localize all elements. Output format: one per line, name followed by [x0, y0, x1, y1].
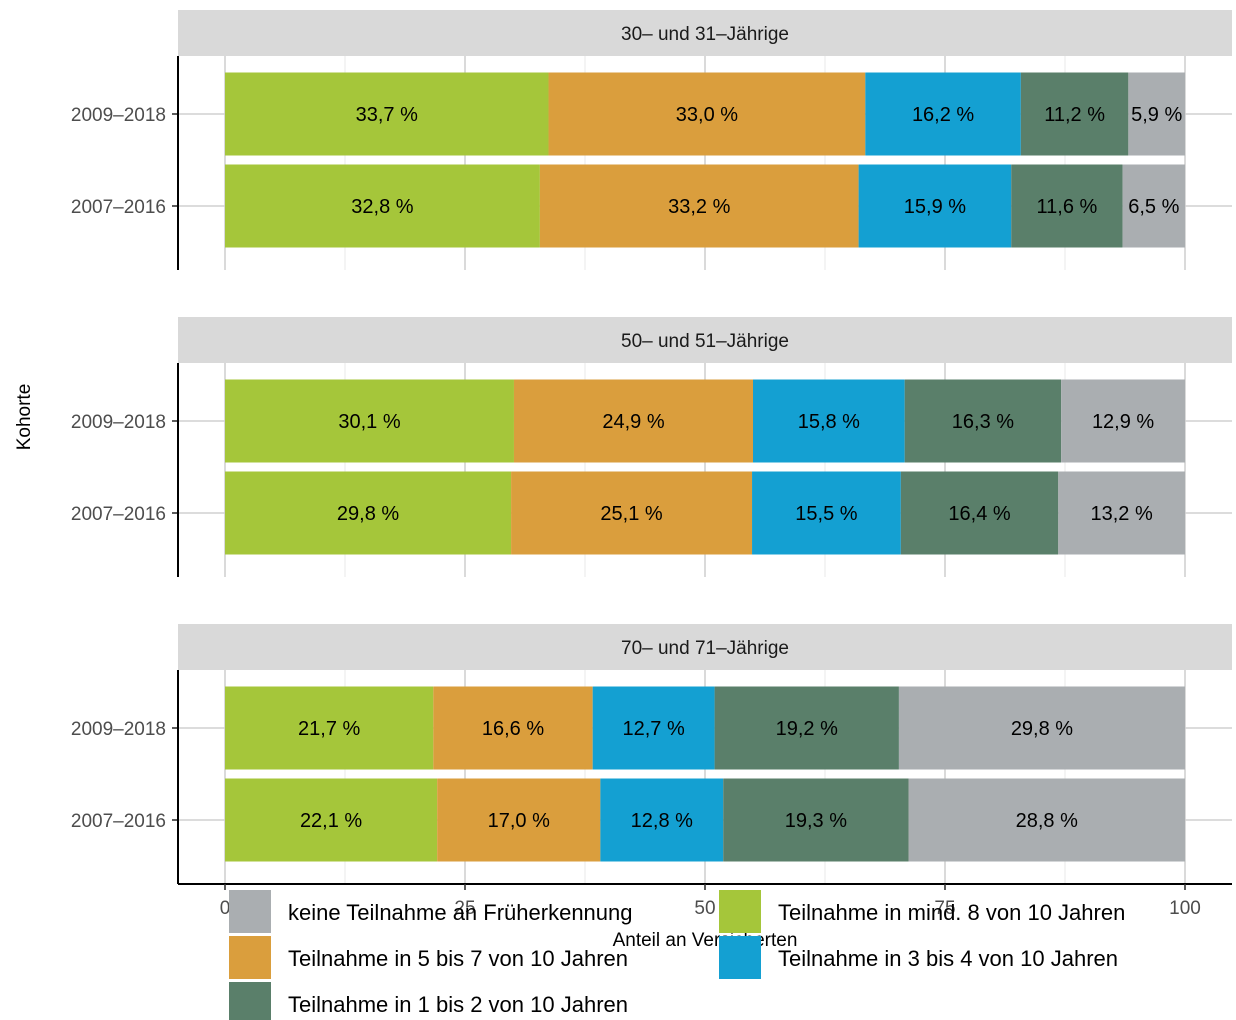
data-label: 19,3 % [785, 810, 847, 832]
data-label: 13,2 % [1091, 503, 1153, 525]
legend-key [229, 982, 271, 1020]
data-label: 32,8 % [351, 196, 413, 218]
data-label: 5,9 % [1131, 104, 1182, 126]
data-label: 16,2 % [912, 104, 974, 126]
data-label: 33,7 % [356, 104, 418, 126]
data-label: 16,4 % [948, 503, 1010, 525]
bar-segment [865, 72, 1021, 156]
legend-key [229, 936, 271, 979]
data-label: 33,2 % [668, 196, 730, 218]
data-label: 12,9 % [1092, 411, 1154, 433]
data-label: 21,7 % [298, 718, 360, 740]
bar-segment [1061, 379, 1185, 463]
bar-segment [592, 686, 715, 770]
data-label: 15,5 % [795, 503, 857, 525]
data-label: 12,8 % [631, 810, 693, 832]
data-label: 29,8 % [337, 503, 399, 525]
bar-segment [1122, 164, 1185, 248]
bar-segment [858, 164, 1012, 248]
x-tick-label: 75 [934, 898, 955, 919]
data-label: 11,6 % [1037, 196, 1098, 218]
bar-segment [1020, 72, 1129, 156]
data-label: 28,8 % [1016, 810, 1078, 832]
y-tick-label: 2007–2016 [71, 504, 166, 525]
panel-strip [178, 624, 1232, 670]
panel-title: 70– und 71–Jährige [621, 638, 789, 659]
bar-segment [600, 778, 724, 862]
bar-segment [539, 164, 859, 248]
legend-label: Teilnahme in 3 bis 4 von 10 Jahren [778, 946, 1118, 971]
bar-segment [225, 164, 540, 248]
data-label: 29,8 % [1011, 718, 1073, 740]
bar-segment [513, 379, 753, 463]
panel-title: 30– und 31–Jährige [621, 24, 789, 45]
data-label: 6,5 % [1128, 196, 1179, 218]
data-label: 11,2 % [1044, 104, 1105, 126]
legend-label: Teilnahme in 5 bis 7 von 10 Jahren [288, 946, 628, 971]
legend-label: Teilnahme in 1 bis 2 von 10 Jahren [288, 992, 628, 1017]
bar-segment [437, 778, 601, 862]
y-tick-label: 2007–2016 [71, 197, 166, 218]
bar-segment [548, 72, 866, 156]
panel-strip [178, 317, 1232, 363]
data-label: 16,6 % [482, 718, 544, 740]
bar-segment [225, 686, 434, 770]
bar-segment [752, 471, 901, 555]
bar-segment [753, 379, 905, 463]
y-tick-label: 2009–2018 [71, 412, 166, 433]
bar-segment [1128, 72, 1185, 156]
bar-segment [225, 72, 549, 156]
bar-segment [511, 471, 753, 555]
y-tick-label: 2007–2016 [71, 811, 166, 832]
bar-segment [433, 686, 593, 770]
bar-segment [714, 686, 899, 770]
data-label: 22,1 % [300, 810, 362, 832]
legend-key [229, 890, 271, 933]
x-tick-label: 50 [694, 898, 715, 919]
bar-segment [904, 379, 1062, 463]
x-axis-title: Anteil an Versicherten [613, 930, 798, 951]
legend-key [719, 936, 761, 979]
bar-segment [225, 471, 512, 555]
data-label: 24,9 % [602, 411, 664, 433]
x-tick-label: 25 [454, 898, 475, 919]
bar-segment [898, 686, 1185, 770]
y-tick-label: 2009–2018 [71, 719, 166, 740]
data-label: 16,3 % [952, 411, 1014, 433]
bar-segment [1058, 471, 1185, 555]
data-label: 15,9 % [904, 196, 966, 218]
legend-key [719, 890, 761, 933]
panel-title: 50– und 51–Jährige [621, 331, 789, 352]
x-tick-label: 0 [220, 898, 231, 919]
data-label: 30,1 % [338, 411, 400, 433]
panel-strip [178, 10, 1232, 56]
bar-segment [225, 778, 438, 862]
data-label: 17,0 % [488, 810, 550, 832]
y-tick-label: 2009–2018 [71, 105, 166, 126]
x-tick-label: 100 [1169, 898, 1201, 919]
legend-label: Teilnahme in mind. 8 von 10 Jahren [778, 900, 1125, 925]
bar-segment [908, 778, 1185, 862]
data-label: 19,2 % [776, 718, 838, 740]
data-label: 25,1 % [600, 503, 662, 525]
legend-label: keine Teilnahme an Früherkennung [288, 900, 633, 925]
bar-segment [723, 778, 909, 862]
data-label: 15,8 % [798, 411, 860, 433]
bar-segment [225, 379, 514, 463]
data-label: 33,0 % [676, 104, 738, 126]
data-label: 12,7 % [623, 718, 685, 740]
y-axis-title: Kohorte [14, 384, 35, 451]
bar-segment [900, 471, 1059, 555]
bar-segment [1011, 164, 1123, 248]
